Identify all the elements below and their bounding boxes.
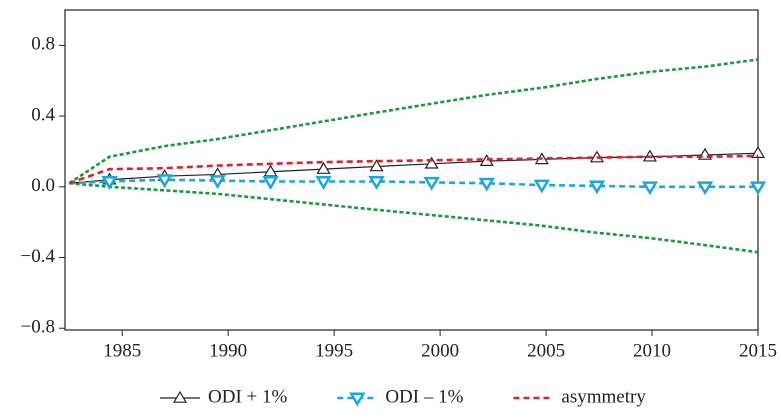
y-tick-label: 0.8 [31, 34, 55, 55]
series-line [68, 58, 759, 185]
legend-marker [349, 392, 366, 407]
marker [750, 146, 766, 159]
legend-label: ODI – 1% [385, 386, 463, 407]
x-tick-label: 2005 [527, 340, 565, 361]
marker [262, 176, 279, 190]
x-tick-label: 1990 [209, 340, 247, 361]
marker [533, 179, 551, 194]
legend-marker [172, 390, 188, 403]
y-tick-label: −0.8 [21, 317, 55, 338]
marker [368, 176, 385, 190]
x-tick-label: 1995 [315, 340, 353, 361]
marker [263, 164, 278, 177]
x-tick-label: 2015 [739, 340, 777, 361]
y-tick-label: 0.4 [31, 104, 55, 125]
marker [588, 180, 606, 195]
marker [316, 161, 331, 174]
series-line [69, 181, 759, 254]
plot-frame [64, 9, 759, 331]
marker [209, 175, 226, 190]
marker [641, 181, 659, 196]
x-tick-label: 2010 [633, 340, 671, 361]
marker [424, 156, 439, 169]
series-line [69, 178, 758, 189]
x-tick-label: 1985 [103, 340, 141, 361]
y-tick-label: −0.4 [21, 246, 56, 267]
marker [156, 174, 173, 189]
series-line [68, 154, 759, 185]
marker [423, 176, 440, 191]
legend-label: ODI + 1% [208, 386, 287, 407]
marker [749, 181, 767, 196]
marker [696, 181, 714, 196]
marker [369, 159, 384, 172]
marker [478, 177, 495, 192]
legend-label: asymmetry [561, 386, 646, 407]
marker [315, 176, 332, 190]
marker [101, 176, 118, 190]
x-tick-label: 2000 [421, 340, 459, 361]
y-tick-label: 0.0 [31, 175, 55, 196]
